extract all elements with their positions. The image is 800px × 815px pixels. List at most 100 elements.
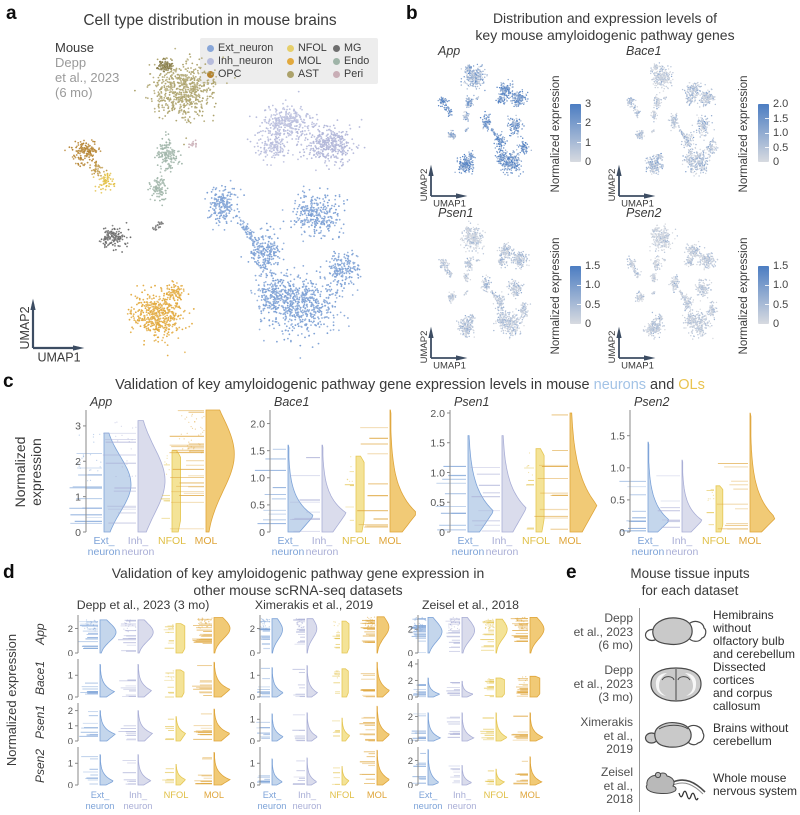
legend-dot bbox=[333, 44, 340, 52]
gene-label: Psen1 bbox=[454, 395, 489, 409]
category-label-inh: Inh_ bbox=[492, 535, 513, 547]
panel-a-title: Cell type distribution in mouse brains bbox=[83, 12, 337, 29]
category-label-inh: Inh_ bbox=[672, 535, 693, 547]
colorbar-label: Normalized expression bbox=[738, 75, 750, 193]
colorbar-tick: 1.5 bbox=[773, 260, 789, 272]
dataset-name-line: et al., 2023 bbox=[573, 676, 633, 691]
gene-row-label: Psen2 bbox=[33, 748, 47, 784]
colorbar-tick: 0.5 bbox=[585, 298, 601, 311]
category-label-mol: MOL bbox=[739, 535, 762, 547]
colorbar-tick: 0 bbox=[773, 156, 780, 168]
colorbar-tick: 0 bbox=[773, 318, 780, 330]
legend-label: Peri bbox=[344, 68, 364, 80]
expression-umap-Psen2: Psen2 UMAP2 UMAP1 Normalized expression 1.5 1… bbox=[606, 206, 800, 372]
half-violin-ext bbox=[99, 619, 117, 654]
category-label-mol: MOL bbox=[379, 535, 402, 547]
legend-item: Inh_neuron bbox=[207, 55, 287, 67]
umap2-axis-label: UMAP2 bbox=[18, 306, 32, 349]
half-violin-inh bbox=[461, 765, 472, 786]
panel-e-title-line: Mouse tissue inputs bbox=[630, 566, 750, 581]
umap1-axis-label: UMAP1 bbox=[433, 361, 466, 372]
legend-item: Peri bbox=[333, 68, 371, 80]
category-label-inh: Inh_ bbox=[312, 535, 333, 547]
expression-umap-Bace1: Bace1 UMAP2 UMAP1 Normalized expression 2.0 1… bbox=[606, 44, 800, 210]
gene-label: App bbox=[438, 44, 461, 58]
mini-violin-Ximerakis-App: 02 bbox=[250, 615, 390, 656]
category-label-mol: MOL bbox=[195, 535, 218, 547]
half-violin-nfol bbox=[175, 716, 187, 742]
tissue-description-line: Whole mouse bbox=[713, 771, 787, 785]
tissue-description-line: callosum bbox=[713, 699, 761, 713]
colorbar-tick: 1.0 bbox=[773, 279, 789, 292]
legend-item: OPC bbox=[207, 68, 287, 80]
half-violin-inh bbox=[501, 435, 527, 533]
dataset-name-line: (6 mo) bbox=[598, 638, 633, 652]
panel-d-title-line: other mouse scRNA-seq datasets bbox=[193, 582, 403, 598]
category-label-nfol: NFOL bbox=[702, 535, 730, 547]
colorbar bbox=[570, 266, 581, 324]
half-violin-mol bbox=[205, 409, 235, 533]
dataset-name-line: et al., bbox=[603, 728, 633, 743]
panel-e-title-line: for each dataset bbox=[641, 583, 739, 598]
tissue-description-line: cerebellum bbox=[713, 734, 772, 748]
colorbar-label: Normalized expression bbox=[550, 237, 562, 355]
mini-violin-Depp-App: 02 bbox=[68, 615, 231, 656]
half-violin-ext bbox=[427, 749, 439, 786]
panel-b-title-line: Distribution and expression levels of bbox=[492, 10, 718, 26]
legend-item: MG bbox=[333, 42, 371, 54]
half-violin-ext bbox=[427, 712, 442, 742]
legend-label: AST bbox=[298, 68, 319, 80]
category-label-inh: Inh_ bbox=[128, 535, 149, 547]
category-label-ext: Ext_ bbox=[457, 535, 478, 547]
colorbar-tick: 1.5 bbox=[773, 112, 789, 125]
y-axis-label: Normalized expression bbox=[4, 633, 19, 767]
umap2-axis-label: UMAP2 bbox=[607, 169, 618, 202]
colorbar bbox=[758, 104, 769, 162]
dataset-name-line: 2018 bbox=[606, 792, 633, 806]
legend-item: Ext_neuron bbox=[207, 42, 287, 54]
half-violin-ext bbox=[287, 444, 314, 533]
category-label-mol: MOL bbox=[559, 535, 582, 547]
category-label-mol: MOL bbox=[520, 790, 540, 800]
expression-umap-Psen1: Psen1 UMAP2 UMAP1 Normalized expression 1.5 1… bbox=[418, 206, 614, 372]
half-violin-mol bbox=[529, 675, 541, 698]
half-violin-ext bbox=[99, 664, 116, 698]
half-violin-ext bbox=[427, 677, 440, 698]
half-violin-inh bbox=[306, 712, 318, 742]
legend-label: MOL bbox=[298, 55, 322, 67]
colorbar-tick: 1.0 bbox=[585, 279, 601, 292]
half-violin-inh bbox=[461, 712, 475, 742]
category-label-ext: Ext_ bbox=[277, 535, 298, 547]
dataset-line: Mouse bbox=[55, 40, 95, 55]
legend-label: NFOL bbox=[298, 42, 327, 54]
half-violin-ext bbox=[271, 758, 283, 786]
violin-plot-Psen1: Psen100.51.01.52.0Ext_neuronInh_neuronNF… bbox=[430, 395, 598, 558]
colorbar-tick: 2 bbox=[585, 117, 592, 130]
half-violin-inh bbox=[137, 420, 166, 533]
panel-d-label: d bbox=[3, 562, 15, 583]
half-violin-nfol bbox=[175, 623, 186, 654]
colorbar-tick: 2.0 bbox=[773, 98, 789, 110]
half-violin-mol bbox=[376, 705, 390, 742]
mini-violin-Zeisel-App: 02 bbox=[408, 615, 545, 656]
half-violin-nfol bbox=[171, 450, 181, 533]
gene-label: Bace1 bbox=[626, 44, 662, 58]
divider-line bbox=[639, 608, 640, 812]
tissue-description: Brains without cerebellum bbox=[713, 722, 800, 748]
colorbar-tick: 0.5 bbox=[773, 298, 789, 311]
tissue-description-line: Brains without bbox=[713, 721, 789, 735]
category-label-inh: Inh_ bbox=[298, 790, 317, 800]
half-violin-mol bbox=[213, 617, 231, 654]
umap1-axis-label: UMAP1 bbox=[37, 351, 80, 365]
coronal-section-icon bbox=[650, 667, 702, 702]
brain-side-icon bbox=[644, 722, 705, 748]
gene-label: App bbox=[89, 395, 112, 409]
dataset-name-line: Ximerakis bbox=[580, 715, 633, 729]
legend-dot bbox=[333, 57, 340, 65]
half-violin-nfol bbox=[495, 618, 508, 654]
category-label-ext: Ext_ bbox=[419, 790, 438, 800]
legend-dot bbox=[207, 44, 214, 52]
legend-item: Endo bbox=[333, 55, 371, 67]
